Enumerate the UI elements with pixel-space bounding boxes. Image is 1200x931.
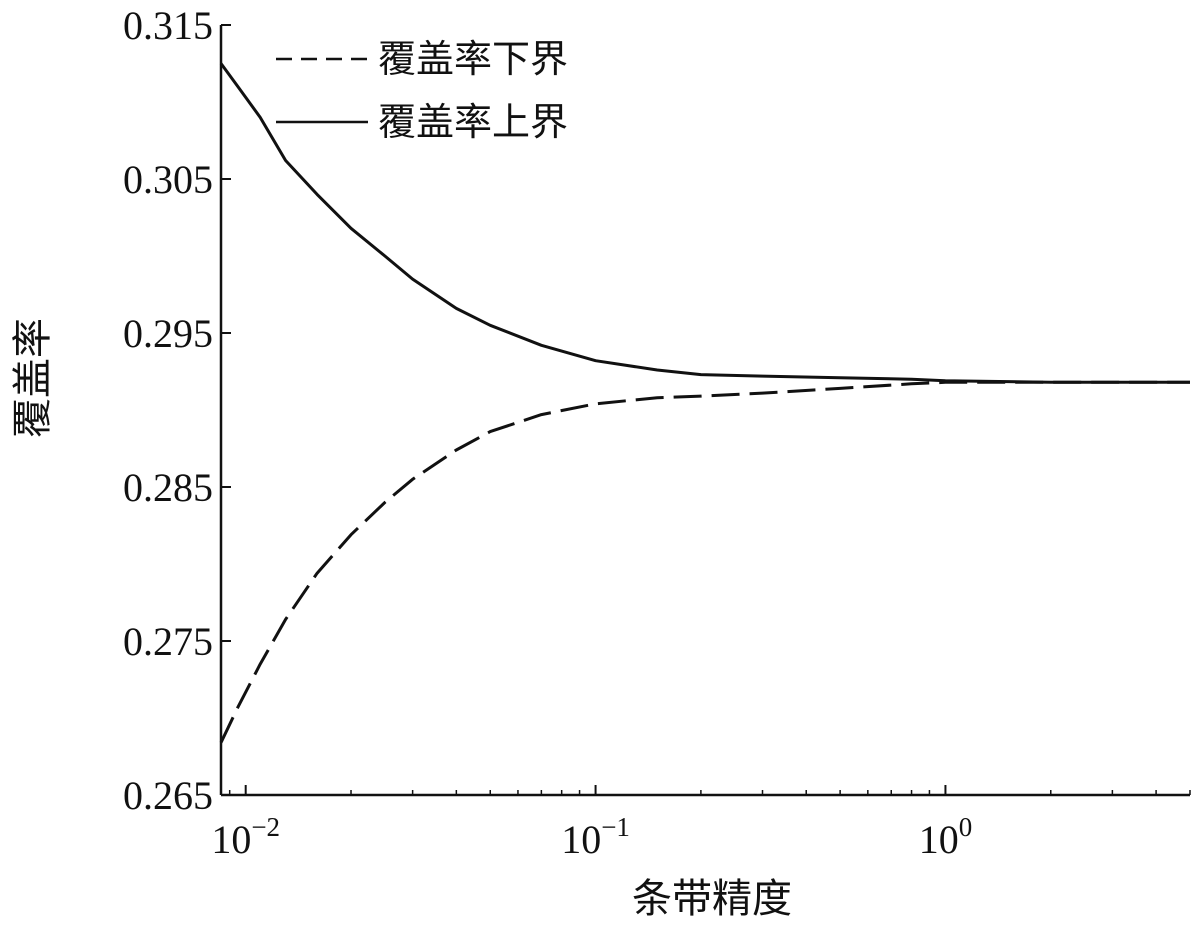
x-axis-title: 条带精度 (632, 876, 792, 922)
y-tick-label-4: 0.305 (123, 157, 213, 202)
series-layer (219, 62, 1190, 744)
y-tick-label-5: 0.315 (123, 3, 213, 48)
axes-layer (219, 25, 1190, 797)
y-tick-label-2: 0.285 (123, 465, 213, 510)
legend-label-lower-bound: 覆盖率下界 (378, 37, 568, 81)
legend-label-upper-bound: 覆盖率上界 (378, 100, 568, 144)
legend: 覆盖率下界 覆盖率上界 (276, 37, 568, 144)
y-tick-label-0: 0.265 (123, 773, 213, 818)
y-tick-label-3: 0.295 (123, 311, 213, 356)
x-tick-label-2: 100 (919, 812, 973, 862)
x-tick-label-0: 10−2 (211, 812, 280, 862)
series-line-upper-bound (219, 62, 1190, 384)
y-tick-label-1: 0.275 (123, 619, 213, 664)
series-line-lower-bound (219, 380, 1190, 744)
y-axis-title: 覆盖率 (10, 318, 56, 438)
x-tick-label-1: 10−1 (561, 812, 630, 862)
ticks-layer: 0.265 0.275 0.285 0.295 0.305 0.315 10−2 10−1 10… (123, 3, 1191, 862)
